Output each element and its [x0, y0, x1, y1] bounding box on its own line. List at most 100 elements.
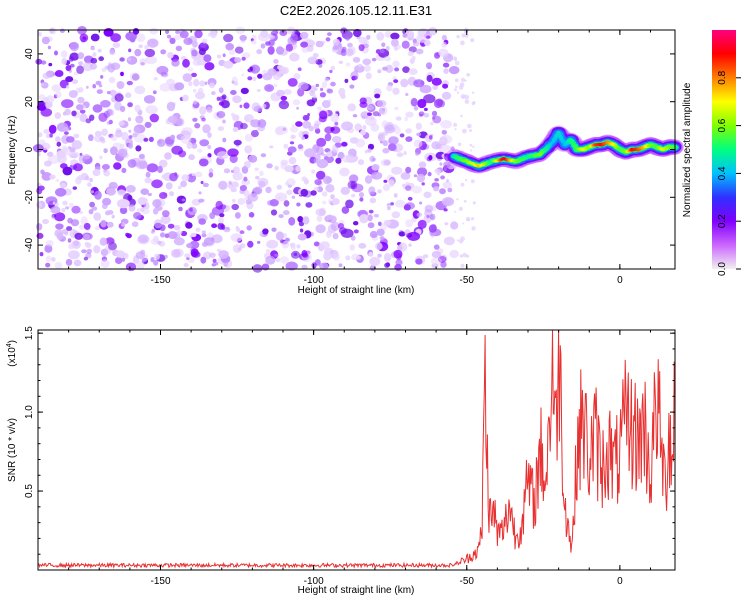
noise-speckle [72, 79, 78, 84]
noise-speckle [49, 133, 53, 138]
noise-speckle [442, 181, 452, 189]
noise-speckle [357, 159, 365, 166]
snr-y-label: SNR (10 * v/v) [7, 418, 18, 482]
noise-speckle [49, 174, 56, 180]
noise-speckle [414, 80, 419, 85]
noise-speckle [247, 193, 259, 202]
noise-speckle [440, 175, 445, 180]
noise-speckle [313, 241, 320, 247]
noise-speckle [469, 143, 473, 147]
noise-speckle [207, 145, 212, 150]
noise-speckle [244, 145, 253, 154]
noise-speckle [454, 210, 457, 213]
colorbar-label: Normalized spectral amplitude [682, 82, 693, 217]
noise-speckle [366, 104, 375, 111]
noise-speckle [208, 168, 214, 173]
noise-speckle [203, 251, 212, 260]
noise-speckle [85, 242, 92, 248]
noise-speckle [103, 148, 108, 154]
noise-speckle [293, 73, 301, 80]
noise-speckle [470, 179, 475, 184]
noise-speckle [55, 136, 61, 143]
noise-speckle [377, 253, 382, 258]
noise-speckle [460, 236, 465, 242]
noise-speckle [37, 185, 45, 191]
noise-speckle [60, 182, 67, 189]
noise-speckle [222, 137, 227, 143]
noise-speckle [371, 157, 376, 162]
noise-speckle [191, 172, 195, 177]
noise-speckle [144, 121, 152, 128]
snr-scale-exponent: 4 [6, 343, 13, 347]
noise-speckle [233, 81, 239, 86]
noise-speckle [202, 124, 211, 134]
noise-speckle [173, 224, 181, 231]
noise-speckle [446, 197, 454, 205]
noise-speckle [457, 142, 462, 147]
noise-speckle [455, 85, 458, 89]
noise-speckle [132, 28, 140, 35]
noise-speckle [440, 261, 447, 268]
noise-speckle [175, 30, 180, 34]
noise-speckle [400, 78, 409, 88]
noise-speckle [91, 206, 98, 211]
noise-speckle [266, 239, 279, 249]
noise-speckle [35, 223, 43, 231]
noise-speckle [71, 140, 83, 150]
noise-speckle [164, 152, 172, 160]
noise-speckle [271, 227, 277, 232]
noise-speckle [159, 159, 168, 168]
noise-speckle [211, 91, 216, 96]
noise-speckle [70, 219, 80, 227]
noise-speckle [108, 242, 117, 251]
noise-speckle [144, 44, 149, 50]
noise-speckle [298, 81, 309, 91]
noise-speckle [377, 69, 382, 74]
noise-speckle [65, 76, 74, 83]
noise-speckle [388, 179, 395, 187]
noise-speckle [419, 201, 423, 205]
snr-scale-label: (x104) [6, 340, 18, 367]
noise-speckle [221, 94, 227, 100]
noise-speckle [312, 94, 317, 99]
x-tick-label: 0 [617, 275, 623, 286]
noise-speckle [190, 248, 199, 257]
noise-speckle [71, 205, 81, 214]
noise-speckle [423, 94, 436, 104]
noise-speckle [157, 165, 163, 173]
noise-speckle [424, 204, 433, 213]
noise-speckle [127, 159, 137, 168]
noise-speckle [234, 212, 241, 219]
noise-speckle [137, 196, 146, 206]
noise-speckle [209, 82, 215, 89]
noise-speckle [216, 151, 229, 160]
noise-speckle [290, 134, 296, 139]
y-tick-label: -40 [24, 237, 35, 252]
noise-speckle [444, 153, 449, 157]
noise-speckle [183, 262, 189, 268]
noise-speckle [316, 137, 327, 147]
noise-speckle [393, 79, 399, 83]
noise-speckle [324, 133, 332, 142]
noise-speckle [223, 60, 234, 69]
noise-speckle [402, 33, 408, 38]
noise-speckle [135, 160, 148, 170]
noise-speckle [372, 111, 380, 117]
noise-speckle [367, 112, 372, 116]
noise-speckle [405, 128, 413, 134]
noise-speckle [338, 87, 346, 97]
noise-speckle [287, 184, 292, 188]
noise-speckle [393, 249, 403, 259]
noise-speckle [171, 249, 181, 258]
noise-speckle [368, 186, 376, 195]
noise-speckle [88, 209, 94, 215]
noise-speckle [164, 254, 168, 259]
noise-speckle [93, 188, 97, 193]
noise-speckle [322, 200, 327, 205]
noise-speckle [251, 40, 257, 45]
noise-speckle [219, 213, 225, 218]
noise-speckle [349, 137, 359, 144]
noise-speckle [69, 52, 80, 61]
colorbar-gradient [712, 30, 736, 269]
noise-speckle [313, 186, 320, 192]
